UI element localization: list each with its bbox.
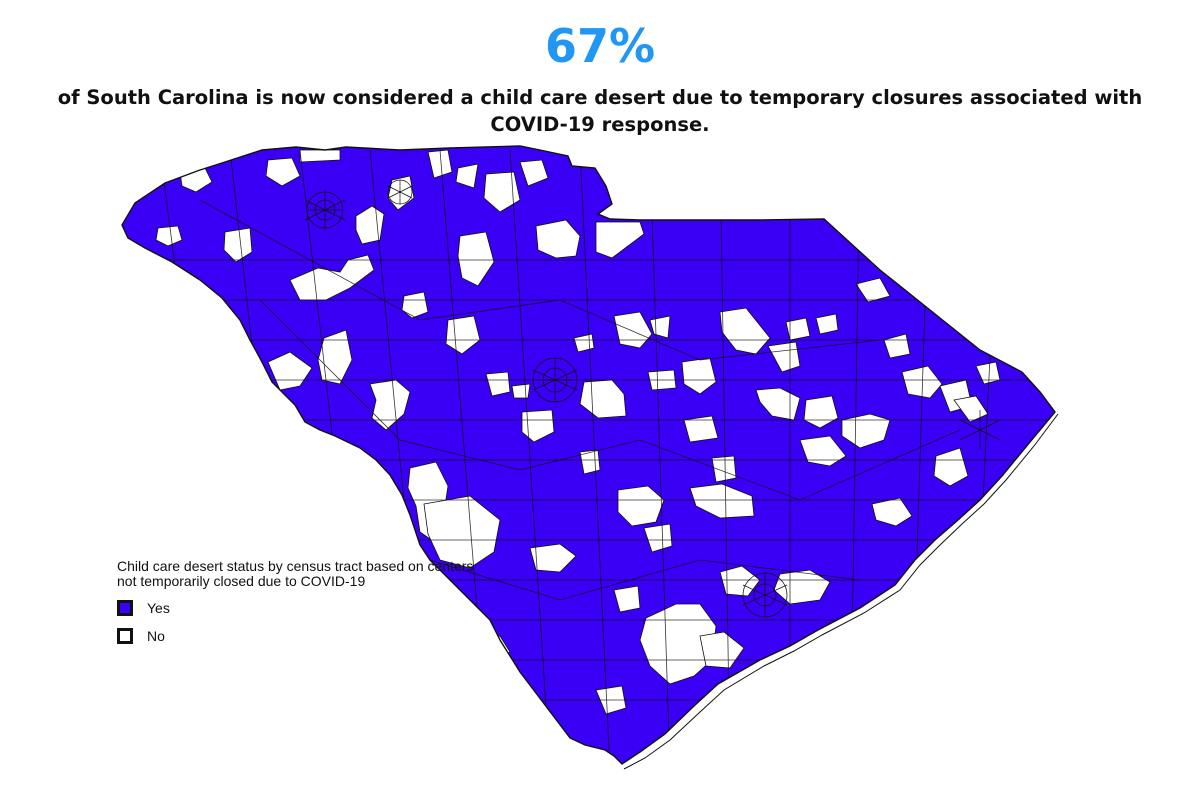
charleston-cluster xyxy=(742,572,788,618)
legend-label-no: No xyxy=(147,628,165,644)
legend-label-yes: Yes xyxy=(147,600,170,616)
columbia-cluster xyxy=(532,357,578,403)
spartanburg-cluster xyxy=(387,179,413,205)
legend-swatch-no xyxy=(117,628,133,644)
headline-text: of South Carolina is now considered a ch… xyxy=(57,86,1143,136)
legend-item-no: No xyxy=(117,627,477,645)
myrtle-beach-cluster xyxy=(959,410,1001,450)
coastline-outline xyxy=(623,413,1059,770)
headline-percentage: 67% xyxy=(544,19,656,73)
greenville-cluster xyxy=(304,190,346,230)
urban-tract-clusters xyxy=(304,179,1001,618)
legend-item-yes: Yes xyxy=(117,599,477,617)
legend-swatch-yes xyxy=(117,600,133,616)
map-legend: Child care desert status by census tract… xyxy=(117,559,477,645)
legend-title: Child care desert status by census tract… xyxy=(117,558,474,589)
